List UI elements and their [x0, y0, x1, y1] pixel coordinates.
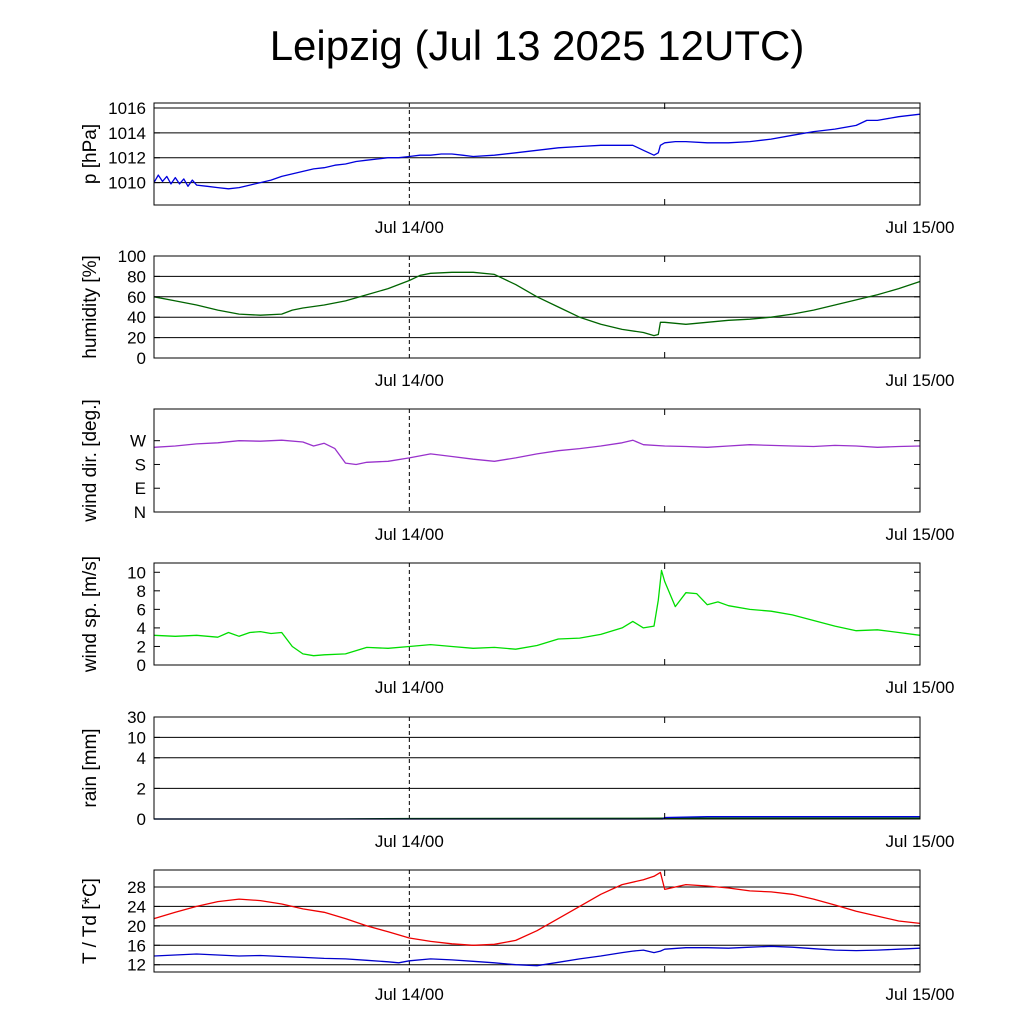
wind-speed-xtick-label-0: Jul 14/00 [375, 678, 444, 697]
temperature-series-line-0 [153, 871, 921, 946]
rain-y-axis-label: rain [mm] [80, 728, 101, 807]
pressure-ytick-label-0: 1010 [108, 174, 146, 193]
rain-xtick-label-1: Jul 15/00 [886, 832, 955, 851]
rain-ytick-label-1: 2 [137, 779, 146, 798]
humidity-ytick-label-3: 60 [127, 288, 146, 307]
humidity-series-line-0 [153, 271, 921, 337]
humidity-ytick-label-1: 20 [127, 329, 146, 348]
temperature-xtick-label-1: Jul 15/00 [886, 985, 955, 1004]
humidity-ytick-label-0: 0 [137, 349, 146, 368]
humidity-ytick-label-2: 40 [127, 308, 146, 327]
wind-speed-ytick-label-3: 6 [137, 600, 146, 619]
wind-direction-ytick-label-1: E [135, 479, 146, 498]
humidity-ytick-label-4: 80 [127, 267, 146, 286]
temperature-ytick-label-2: 20 [127, 917, 146, 936]
wind-speed-ytick-label-2: 4 [137, 619, 146, 638]
rain-ytick-label-0: 0 [137, 810, 146, 829]
humidity-ytick-label-5: 100 [118, 247, 146, 266]
pressure-xtick-label-0: Jul 14/00 [375, 218, 444, 237]
wind-direction-plot-frame [153, 408, 921, 513]
temperature-y-axis-label: T / Td [*C] [80, 878, 101, 964]
humidity-y-axis-label: humidity [%] [80, 255, 101, 358]
temperature-series-line-1 [153, 945, 921, 967]
chart-title: Leipzig (Jul 13 2025 12UTC) [269, 22, 805, 69]
rain-plot-frame [153, 716, 921, 820]
pressure-plot-frame [153, 102, 921, 206]
temperature-ytick-label-0: 12 [127, 956, 146, 975]
rain-ytick-label-3: 10 [127, 728, 146, 747]
temperature-ytick-label-3: 24 [127, 897, 146, 916]
pressure-xtick-label-1: Jul 15/00 [886, 218, 955, 237]
wind-speed-series-line-0 [153, 569, 921, 657]
wind-direction-xtick-label-1: Jul 15/00 [886, 525, 955, 544]
rain-ytick-label-2: 4 [137, 749, 146, 768]
wind-direction-xtick-label-0: Jul 14/00 [375, 525, 444, 544]
pressure-ytick-label-3: 1016 [108, 99, 146, 118]
humidity-xtick-label-1: Jul 15/00 [886, 371, 955, 390]
temperature-xtick-label-0: Jul 14/00 [375, 985, 444, 1004]
humidity-xtick-label-0: Jul 14/00 [375, 371, 444, 390]
wind-direction-ytick-label-3: W [130, 432, 146, 451]
pressure-ytick-label-1: 1012 [108, 149, 146, 168]
rain-ytick-label-4: 30 [127, 708, 146, 727]
pressure-series-line-0 [153, 113, 921, 190]
wind-speed-ytick-label-1: 2 [137, 637, 146, 656]
wind-speed-ytick-label-4: 8 [137, 582, 146, 601]
wind-speed-ytick-label-5: 10 [127, 563, 146, 582]
wind-speed-plot-frame [153, 562, 921, 666]
wind-direction-y-axis-label: wind dir. [deg.] [80, 399, 101, 523]
temperature-ytick-label-1: 16 [127, 936, 146, 955]
temperature-ytick-label-4: 28 [127, 878, 146, 897]
wind-direction-ytick-label-0: N [134, 503, 146, 522]
rain-xtick-label-0: Jul 14/00 [375, 832, 444, 851]
wind-speed-y-axis-label: wind sp. [m/s] [80, 556, 101, 673]
pressure-y-axis-label: p [hPa] [80, 124, 101, 184]
pressure-ytick-label-2: 1014 [108, 124, 146, 143]
wind-direction-series-line-0 [153, 439, 921, 466]
temperature-plot-frame [153, 869, 921, 973]
wind-direction-ytick-label-2: S [135, 455, 146, 474]
humidity-plot-frame [153, 255, 921, 359]
wind-speed-ytick-label-0: 0 [137, 656, 146, 675]
wind-speed-xtick-label-1: Jul 15/00 [886, 678, 955, 697]
